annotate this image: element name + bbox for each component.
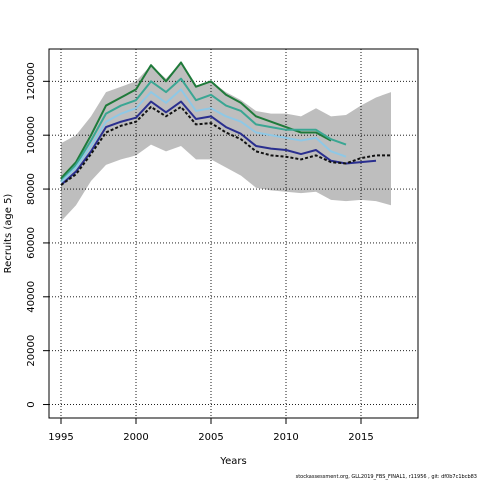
- plot-frame: [48, 48, 419, 419]
- axis-layer: 1995 2000 2005 2010 2015 0 20000 40000 60000 8000…: [26, 62, 374, 443]
- y-tick-label: 20000: [26, 335, 37, 367]
- y-tick-label: 0: [26, 401, 37, 407]
- y-tick-label: 80000: [26, 173, 37, 205]
- x-tick-label: 2010: [273, 432, 298, 443]
- y-tick-label: 100000: [26, 116, 37, 154]
- y-axis-label: Recruits (age 5): [3, 194, 14, 274]
- footnote: stockassessment.org, GLL2019_FBS_FINAL1,…: [296, 474, 477, 480]
- series-line-1: [60, 61, 332, 179]
- x-tick-label: 2015: [348, 432, 373, 443]
- x-axis-label: Years: [219, 456, 246, 467]
- x-tick-label: 2005: [198, 432, 223, 443]
- confidence-band: [61, 62, 391, 222]
- series-layer: [60, 61, 391, 186]
- confidence-band-layer: [61, 62, 391, 222]
- series-line-5: [60, 105, 391, 186]
- series-line-2: [60, 77, 347, 182]
- series-line-4: [60, 100, 377, 186]
- series-line-3: [60, 88, 347, 184]
- y-tick-label: 60000: [26, 227, 37, 259]
- y-tick-label: 40000: [26, 281, 37, 313]
- y-tick-label: 120000: [26, 62, 37, 100]
- x-tick-label: 2000: [123, 432, 148, 443]
- x-tick-label: 1995: [48, 432, 73, 443]
